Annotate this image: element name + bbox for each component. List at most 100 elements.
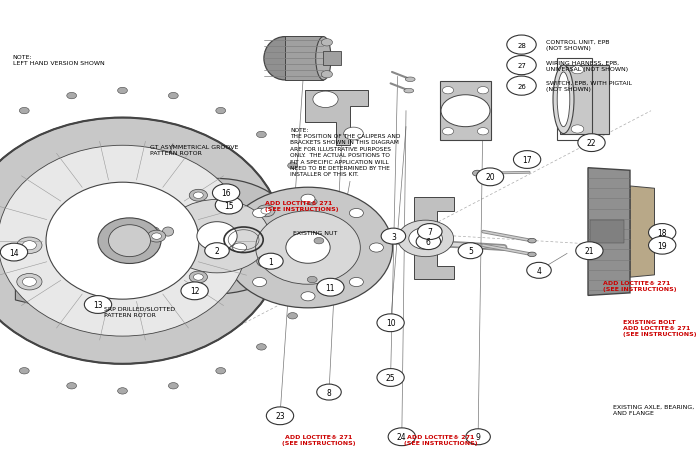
Circle shape — [216, 197, 243, 214]
Ellipse shape — [557, 73, 570, 127]
Polygon shape — [560, 66, 609, 134]
Text: 5: 5 — [468, 247, 472, 256]
Text: 12: 12 — [190, 287, 200, 296]
Text: 3: 3 — [391, 232, 395, 241]
Circle shape — [169, 93, 178, 100]
Text: EXISTING BOLT
ADD LOCTITE® 271
(SEE INSTRUCTIONS): EXISTING BOLT ADD LOCTITE® 271 (SEE INST… — [623, 320, 696, 337]
Bar — [323, 52, 341, 66]
Circle shape — [370, 243, 384, 253]
Text: 6: 6 — [426, 238, 430, 247]
Ellipse shape — [134, 228, 146, 237]
Text: 26: 26 — [517, 83, 526, 90]
Polygon shape — [304, 91, 368, 146]
Circle shape — [578, 134, 605, 152]
Polygon shape — [630, 187, 654, 278]
Text: SRP DRILLED/SLOTTED
PATTERN ROTOR: SRP DRILLED/SLOTTED PATTERN ROTOR — [104, 306, 175, 317]
Circle shape — [301, 195, 315, 204]
Text: 24: 24 — [397, 432, 407, 441]
Circle shape — [409, 228, 442, 250]
Text: 22: 22 — [587, 139, 596, 148]
Text: 2: 2 — [215, 247, 219, 256]
Ellipse shape — [405, 78, 415, 82]
Circle shape — [476, 168, 503, 187]
Text: 28: 28 — [517, 42, 526, 49]
Ellipse shape — [98, 218, 161, 264]
Circle shape — [288, 163, 298, 169]
Circle shape — [181, 282, 209, 300]
Ellipse shape — [148, 228, 160, 237]
Circle shape — [344, 128, 363, 141]
Circle shape — [321, 40, 332, 47]
Circle shape — [313, 92, 338, 108]
Circle shape — [193, 192, 203, 199]
Circle shape — [307, 277, 317, 283]
Circle shape — [85, 296, 112, 314]
Text: 8: 8 — [327, 388, 331, 397]
Circle shape — [216, 108, 225, 115]
Circle shape — [256, 344, 266, 350]
Circle shape — [526, 263, 552, 278]
Text: 21: 21 — [584, 247, 594, 256]
Polygon shape — [414, 198, 454, 280]
Circle shape — [458, 243, 483, 259]
Circle shape — [377, 314, 405, 332]
Text: ADD LOCTITE® 271
(SEE INSTRUCTIONS): ADD LOCTITE® 271 (SEE INSTRUCTIONS) — [281, 434, 355, 445]
Text: 14: 14 — [9, 248, 19, 257]
Circle shape — [316, 384, 342, 400]
Text: ADD LOCTITE® 271
(SEE INSTRUCTIONS): ADD LOCTITE® 271 (SEE INSTRUCTIONS) — [405, 434, 477, 445]
Circle shape — [22, 278, 36, 287]
Ellipse shape — [404, 89, 414, 94]
Circle shape — [213, 185, 239, 202]
Circle shape — [416, 234, 441, 250]
Text: 15: 15 — [224, 201, 234, 210]
Circle shape — [507, 36, 536, 55]
Circle shape — [259, 254, 284, 269]
Circle shape — [253, 209, 267, 218]
Circle shape — [575, 242, 603, 260]
Circle shape — [118, 88, 127, 95]
Text: ADD LOCTITE® 271
(SEE INSTRUCTIONS): ADD LOCTITE® 271 (SEE INSTRUCTIONS) — [265, 201, 338, 212]
Ellipse shape — [256, 211, 360, 285]
Text: SWITCH, EPB, WITH PIGTAIL
(NOT SHOWN): SWITCH, EPB, WITH PIGTAIL (NOT SHOWN) — [546, 81, 632, 92]
Text: 27: 27 — [517, 63, 526, 69]
Circle shape — [442, 128, 454, 136]
Text: GT ASYMMETRICAL GROOVE
PATTERN ROTOR: GT ASYMMETRICAL GROOVE PATTERN ROTOR — [150, 145, 239, 156]
Circle shape — [148, 231, 166, 243]
Ellipse shape — [264, 37, 306, 81]
Polygon shape — [588, 168, 630, 296]
Polygon shape — [285, 37, 323, 81]
Circle shape — [257, 256, 275, 268]
Circle shape — [0, 244, 28, 261]
Text: 13: 13 — [93, 300, 103, 309]
Circle shape — [261, 208, 271, 215]
Text: 20: 20 — [485, 173, 495, 182]
Circle shape — [66, 383, 76, 389]
Text: ADD LOCTITE® 271
(SEE INSTRUCTIONS): ADD LOCTITE® 271 (SEE INSTRUCTIONS) — [603, 280, 677, 291]
Circle shape — [257, 206, 275, 217]
Circle shape — [22, 241, 36, 250]
Circle shape — [507, 56, 536, 76]
Text: EXISTING NUT: EXISTING NUT — [293, 230, 337, 235]
Text: 1: 1 — [269, 257, 273, 266]
Ellipse shape — [553, 66, 574, 134]
Polygon shape — [15, 218, 54, 309]
Circle shape — [477, 87, 489, 95]
Circle shape — [17, 274, 42, 290]
Circle shape — [349, 278, 363, 287]
Text: 19: 19 — [657, 241, 667, 250]
Ellipse shape — [162, 228, 174, 237]
Circle shape — [314, 238, 324, 244]
Ellipse shape — [316, 37, 331, 81]
Ellipse shape — [164, 200, 270, 273]
Circle shape — [216, 368, 225, 374]
Circle shape — [466, 429, 490, 445]
Circle shape — [417, 224, 442, 240]
Circle shape — [307, 199, 317, 206]
Ellipse shape — [528, 239, 536, 243]
Circle shape — [301, 292, 315, 301]
Ellipse shape — [223, 188, 393, 308]
Ellipse shape — [197, 222, 237, 251]
Circle shape — [316, 278, 344, 297]
Circle shape — [648, 237, 676, 254]
Bar — [590, 221, 624, 243]
